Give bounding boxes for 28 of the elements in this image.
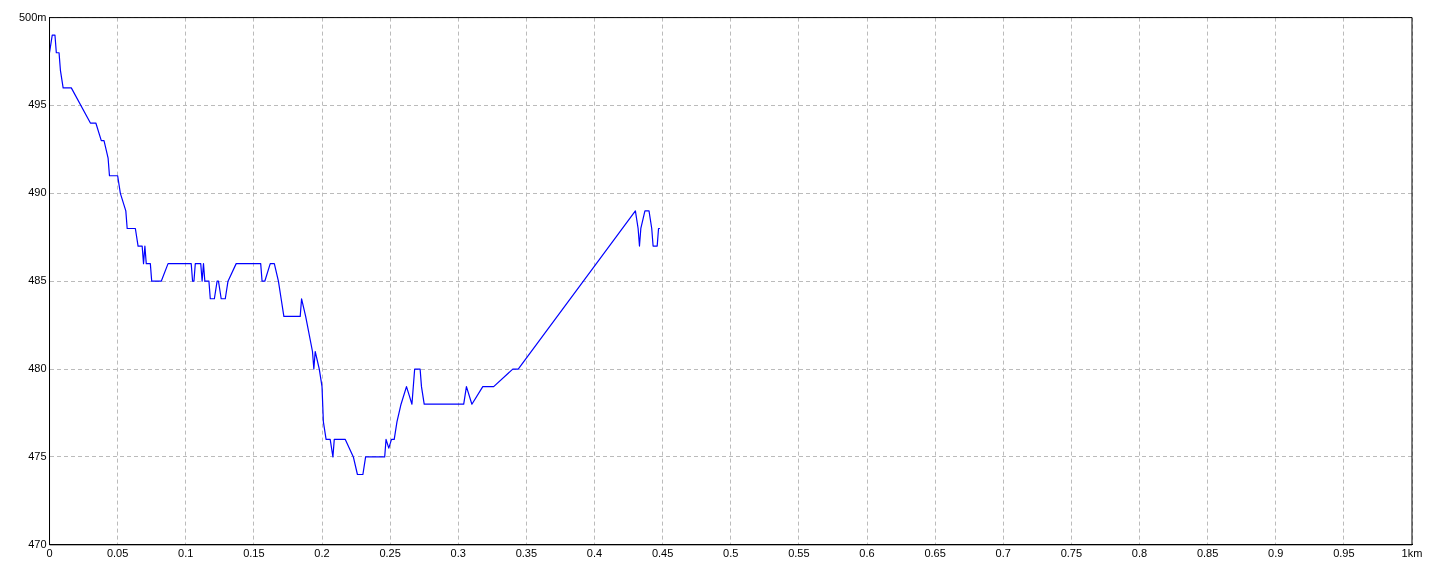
- x-tick-label: 0.55: [788, 547, 810, 560]
- y-tick-label: 480: [28, 362, 47, 375]
- x-tick-label: 0.45: [651, 547, 674, 560]
- x-tick-label: 0.5: [723, 547, 739, 560]
- x-tick-label: 0.7: [995, 547, 1011, 560]
- y-tick-label: 500m: [18, 10, 47, 23]
- x-tick-label: 0.3: [450, 547, 466, 560]
- x-tick-label: 0.75: [1060, 547, 1083, 560]
- y-tick-label: 490: [28, 186, 47, 199]
- y-tick-label: 495: [28, 98, 47, 111]
- x-tick-label: 0.9: [1268, 547, 1284, 560]
- x-tick-label: 0.6: [859, 547, 875, 560]
- x-tick-label: 0.15: [243, 547, 265, 560]
- y-tick-label: 470: [28, 537, 47, 550]
- x-tick-label: 0.05: [106, 547, 129, 560]
- x-tick-label: 0.95: [1333, 547, 1355, 560]
- x-tick-label: 0: [46, 547, 53, 560]
- y-tick-label: 485: [28, 274, 47, 287]
- y-tick-label: 475: [28, 449, 47, 462]
- x-tick-label: 0.25: [379, 547, 401, 560]
- x-tick-label: 0.8: [1131, 547, 1148, 560]
- x-tick-label: 0.4: [586, 547, 603, 560]
- x-tick-label: 0.85: [1196, 547, 1219, 560]
- x-tick-label: 0.65: [924, 547, 946, 560]
- x-tick-label: 0.35: [515, 547, 538, 560]
- x-tick-label: 0.2: [314, 547, 330, 560]
- x-tick-label: 1km: [1401, 547, 1423, 560]
- x-tick-label: 0.1: [178, 547, 194, 560]
